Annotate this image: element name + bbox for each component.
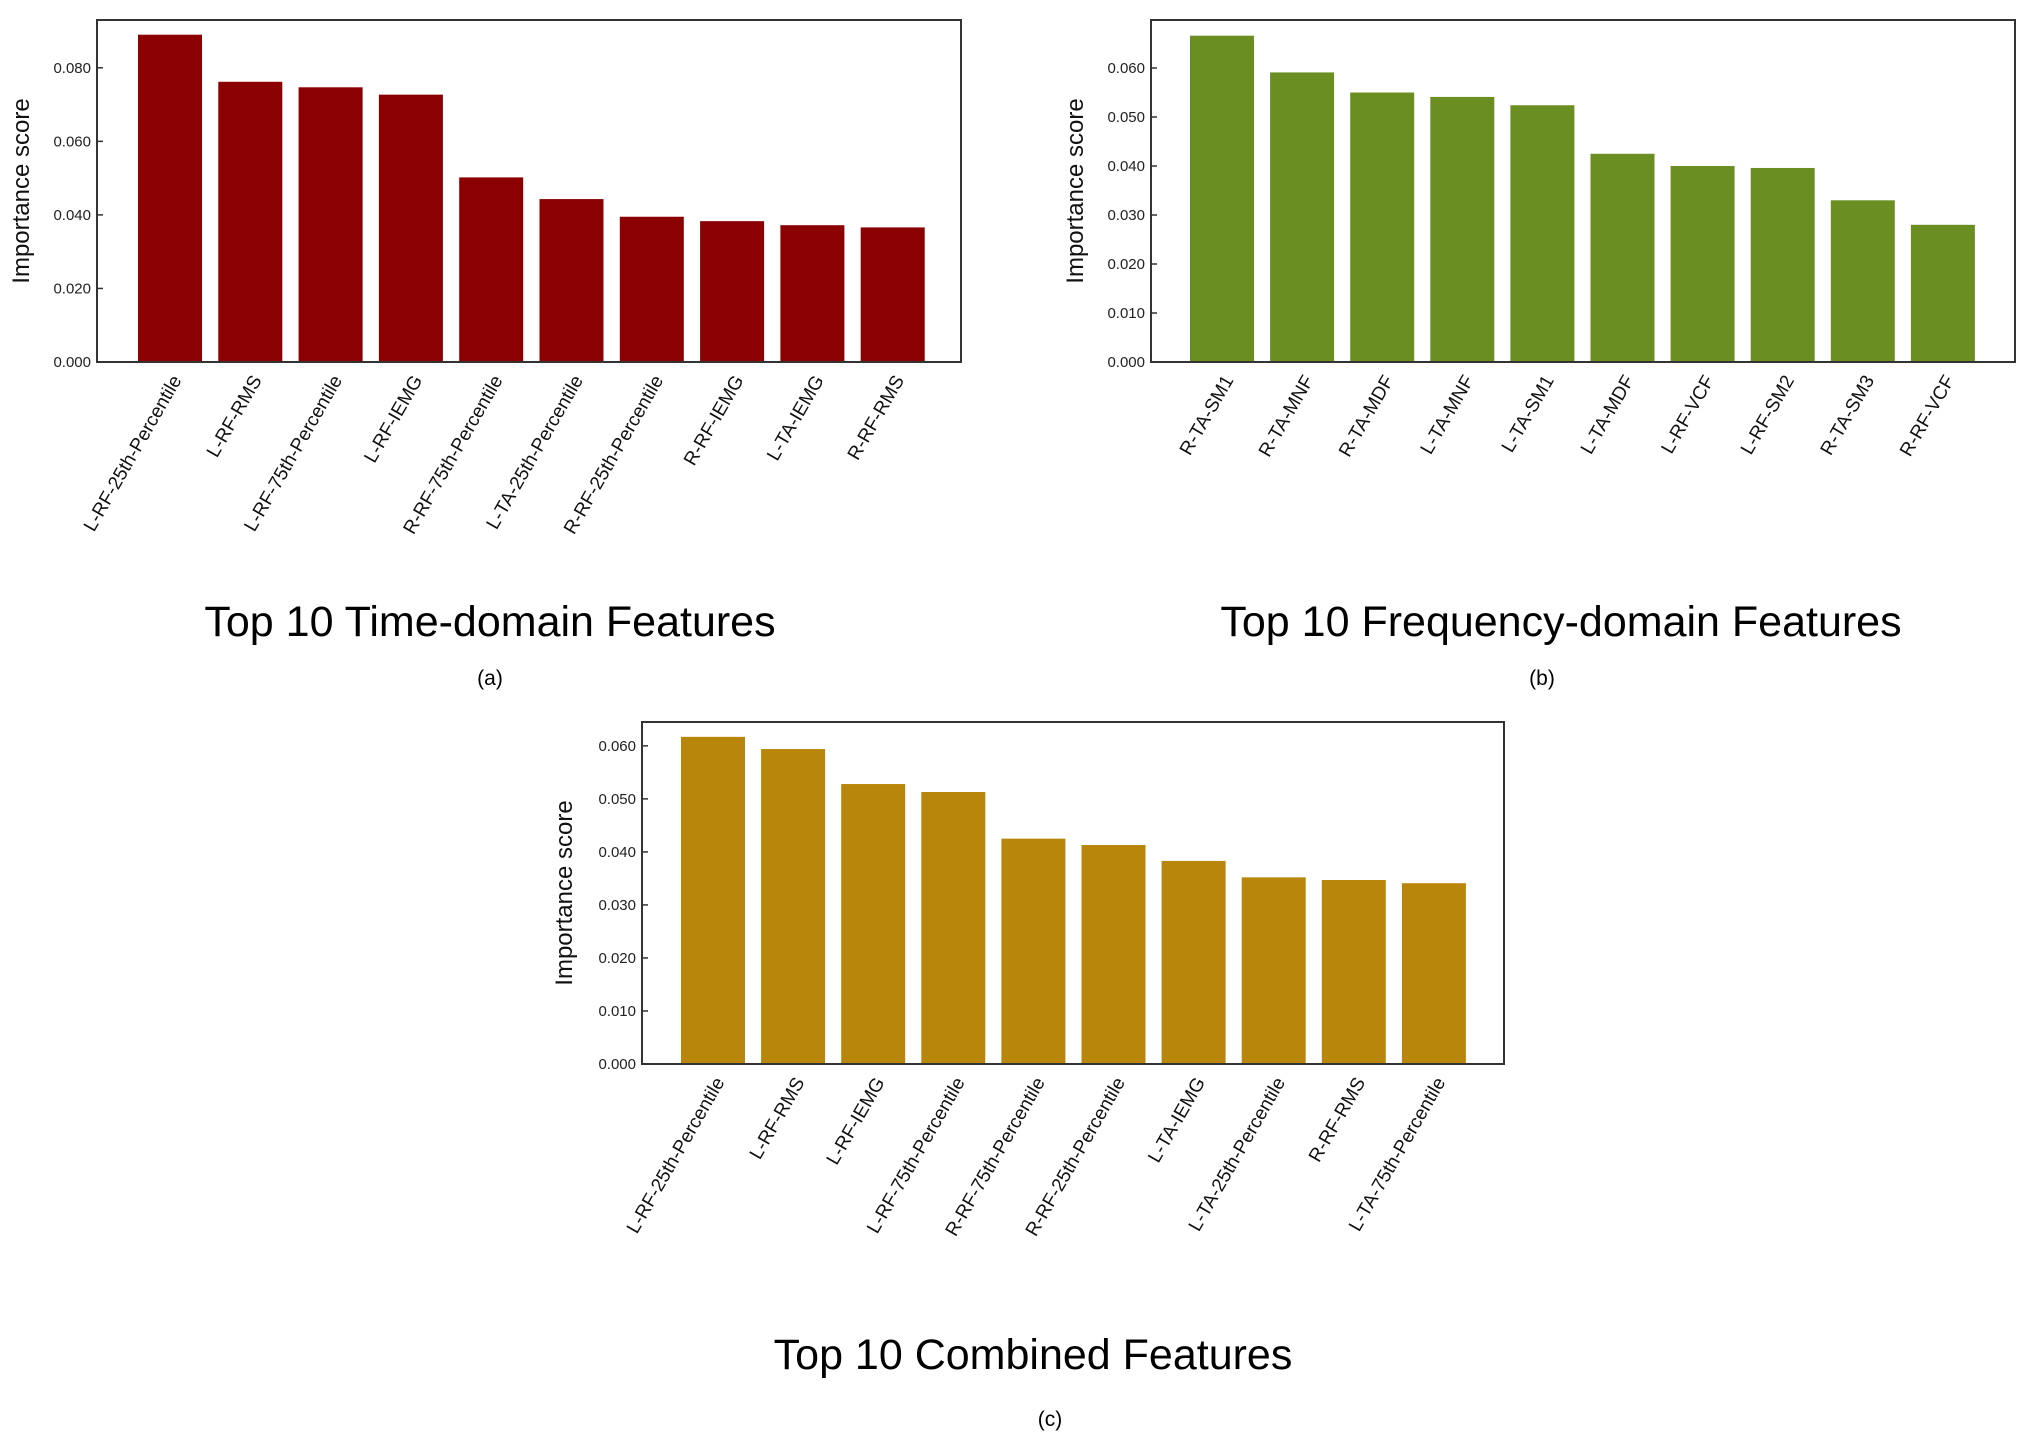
x-tick-label: R-TA-MDF	[1335, 372, 1398, 461]
y-tick-label: 0.010	[1107, 305, 1145, 322]
x-tick-label: L-RF-VCF	[1657, 372, 1718, 457]
panel-frequency-domain: Top 10 Frequency-domain Features (b) Imp…	[1062, 19, 2016, 690]
y-tick-label: 0.040	[598, 844, 636, 861]
y-tick-label: 0.060	[53, 133, 91, 150]
panel-time-domain: Top 10 Time-domain Features (a) Importan…	[8, 19, 962, 690]
y-tick-label: 0.080	[53, 60, 91, 77]
x-tick-label: L-TA-MDF	[1577, 372, 1639, 458]
x-tick-label: L-RF-IEMG	[360, 372, 427, 467]
bar-1	[138, 34, 202, 362]
y-tick-label: 0.050	[1107, 109, 1145, 126]
x-tick-label: L-RF-RMS	[203, 372, 267, 461]
plot-frame	[1150, 19, 2016, 363]
bar-4	[378, 94, 443, 362]
x-tick-label: L-TA-SM1	[1498, 372, 1559, 456]
x-tick-label: R-TA-MNF	[1255, 372, 1318, 461]
y-axis-label: Importance score	[1062, 98, 1089, 283]
chart-title: Top 10 Frequency-domain Features	[1220, 598, 1901, 646]
bar-8	[1241, 877, 1306, 1064]
bar-6	[1081, 845, 1146, 1064]
bar-8	[1750, 167, 1815, 362]
x-tick-label: L-TA-IEMG	[1144, 1074, 1210, 1166]
x-tick-label: R-RF-VCF	[1896, 372, 1959, 460]
y-tick-label: 0.020	[1107, 256, 1145, 273]
bar-6	[539, 199, 604, 362]
bar-7	[1161, 860, 1226, 1064]
y-axis-label: Importance score	[551, 800, 578, 985]
bar-3	[841, 784, 906, 1064]
bar-1	[1190, 35, 1254, 363]
y-tick-label: 0.000	[53, 354, 91, 371]
chart-title: Top 10 Time-domain Features	[204, 598, 775, 646]
y-tick-label: 0.030	[1107, 207, 1145, 224]
bar-10	[1910, 224, 1975, 362]
y-tick-label: 0.060	[598, 738, 636, 755]
y-tick-label: 0.000	[598, 1056, 636, 1073]
panel-caption: (a)	[477, 667, 503, 690]
y-tick-label: 0.040	[53, 207, 91, 224]
x-tick-label: L-RF-25th-Percentile	[623, 1074, 729, 1237]
chart-title: Top 10 Combined Features	[774, 1331, 1293, 1379]
x-tick-label: L-TA-MNF	[1417, 372, 1479, 458]
bar-10	[860, 227, 925, 362]
x-tick-label: R-TA-SM1	[1176, 372, 1238, 459]
bar-9	[780, 225, 845, 362]
panel-caption: (b)	[1529, 667, 1555, 690]
panel-caption: (c)	[1038, 1408, 1063, 1431]
y-tick-label: 0.020	[53, 280, 91, 297]
bar-2	[218, 81, 283, 363]
y-tick-label: 0.040	[1107, 158, 1145, 175]
bar-8	[700, 221, 765, 362]
bar-1	[681, 736, 745, 1064]
bar-9	[1321, 880, 1386, 1064]
panel-combined: Top 10 Combined Features (c) Importance …	[551, 721, 1505, 1431]
bar-5	[459, 177, 524, 362]
bar-10	[1401, 883, 1466, 1064]
x-tick-label: L-TA-IEMG	[763, 372, 829, 464]
y-tick-label: 0.060	[1107, 60, 1145, 77]
x-tick-label: L-RF-25th-Percentile	[80, 372, 186, 535]
plot-frame	[641, 721, 1505, 1065]
y-axis-label: Importance score	[8, 98, 35, 283]
x-tick-label: R-TA-SM3	[1817, 372, 1879, 459]
bar-7	[1670, 166, 1735, 362]
bar-2	[761, 749, 826, 1064]
y-tick-label: 0.050	[598, 791, 636, 808]
x-tick-label: L-RF-RMS	[746, 1074, 810, 1163]
y-tick-label: 0.030	[598, 897, 636, 914]
bar-9	[1830, 200, 1895, 362]
y-tick-label: 0.010	[598, 1003, 636, 1020]
bar-2	[1270, 72, 1335, 362]
y-tick-label: 0.000	[1107, 354, 1145, 371]
bar-6	[1590, 153, 1655, 362]
x-tick-label: R-RF-RMS	[844, 372, 909, 464]
x-tick-label: R-RF-IEMG	[680, 372, 748, 469]
bar-5	[1001, 838, 1066, 1064]
bar-3	[1350, 92, 1415, 363]
bar-4	[1430, 96, 1495, 362]
bar-4	[921, 791, 986, 1064]
bar-7	[619, 216, 684, 362]
x-tick-label: L-RF-IEMG	[823, 1074, 890, 1169]
plot-frame	[96, 19, 962, 363]
y-tick-label: 0.020	[598, 950, 636, 967]
bar-3	[298, 87, 363, 362]
x-tick-label: R-RF-RMS	[1305, 1074, 1370, 1166]
x-tick-label: L-RF-SM2	[1737, 372, 1799, 458]
bar-5	[1510, 105, 1575, 363]
